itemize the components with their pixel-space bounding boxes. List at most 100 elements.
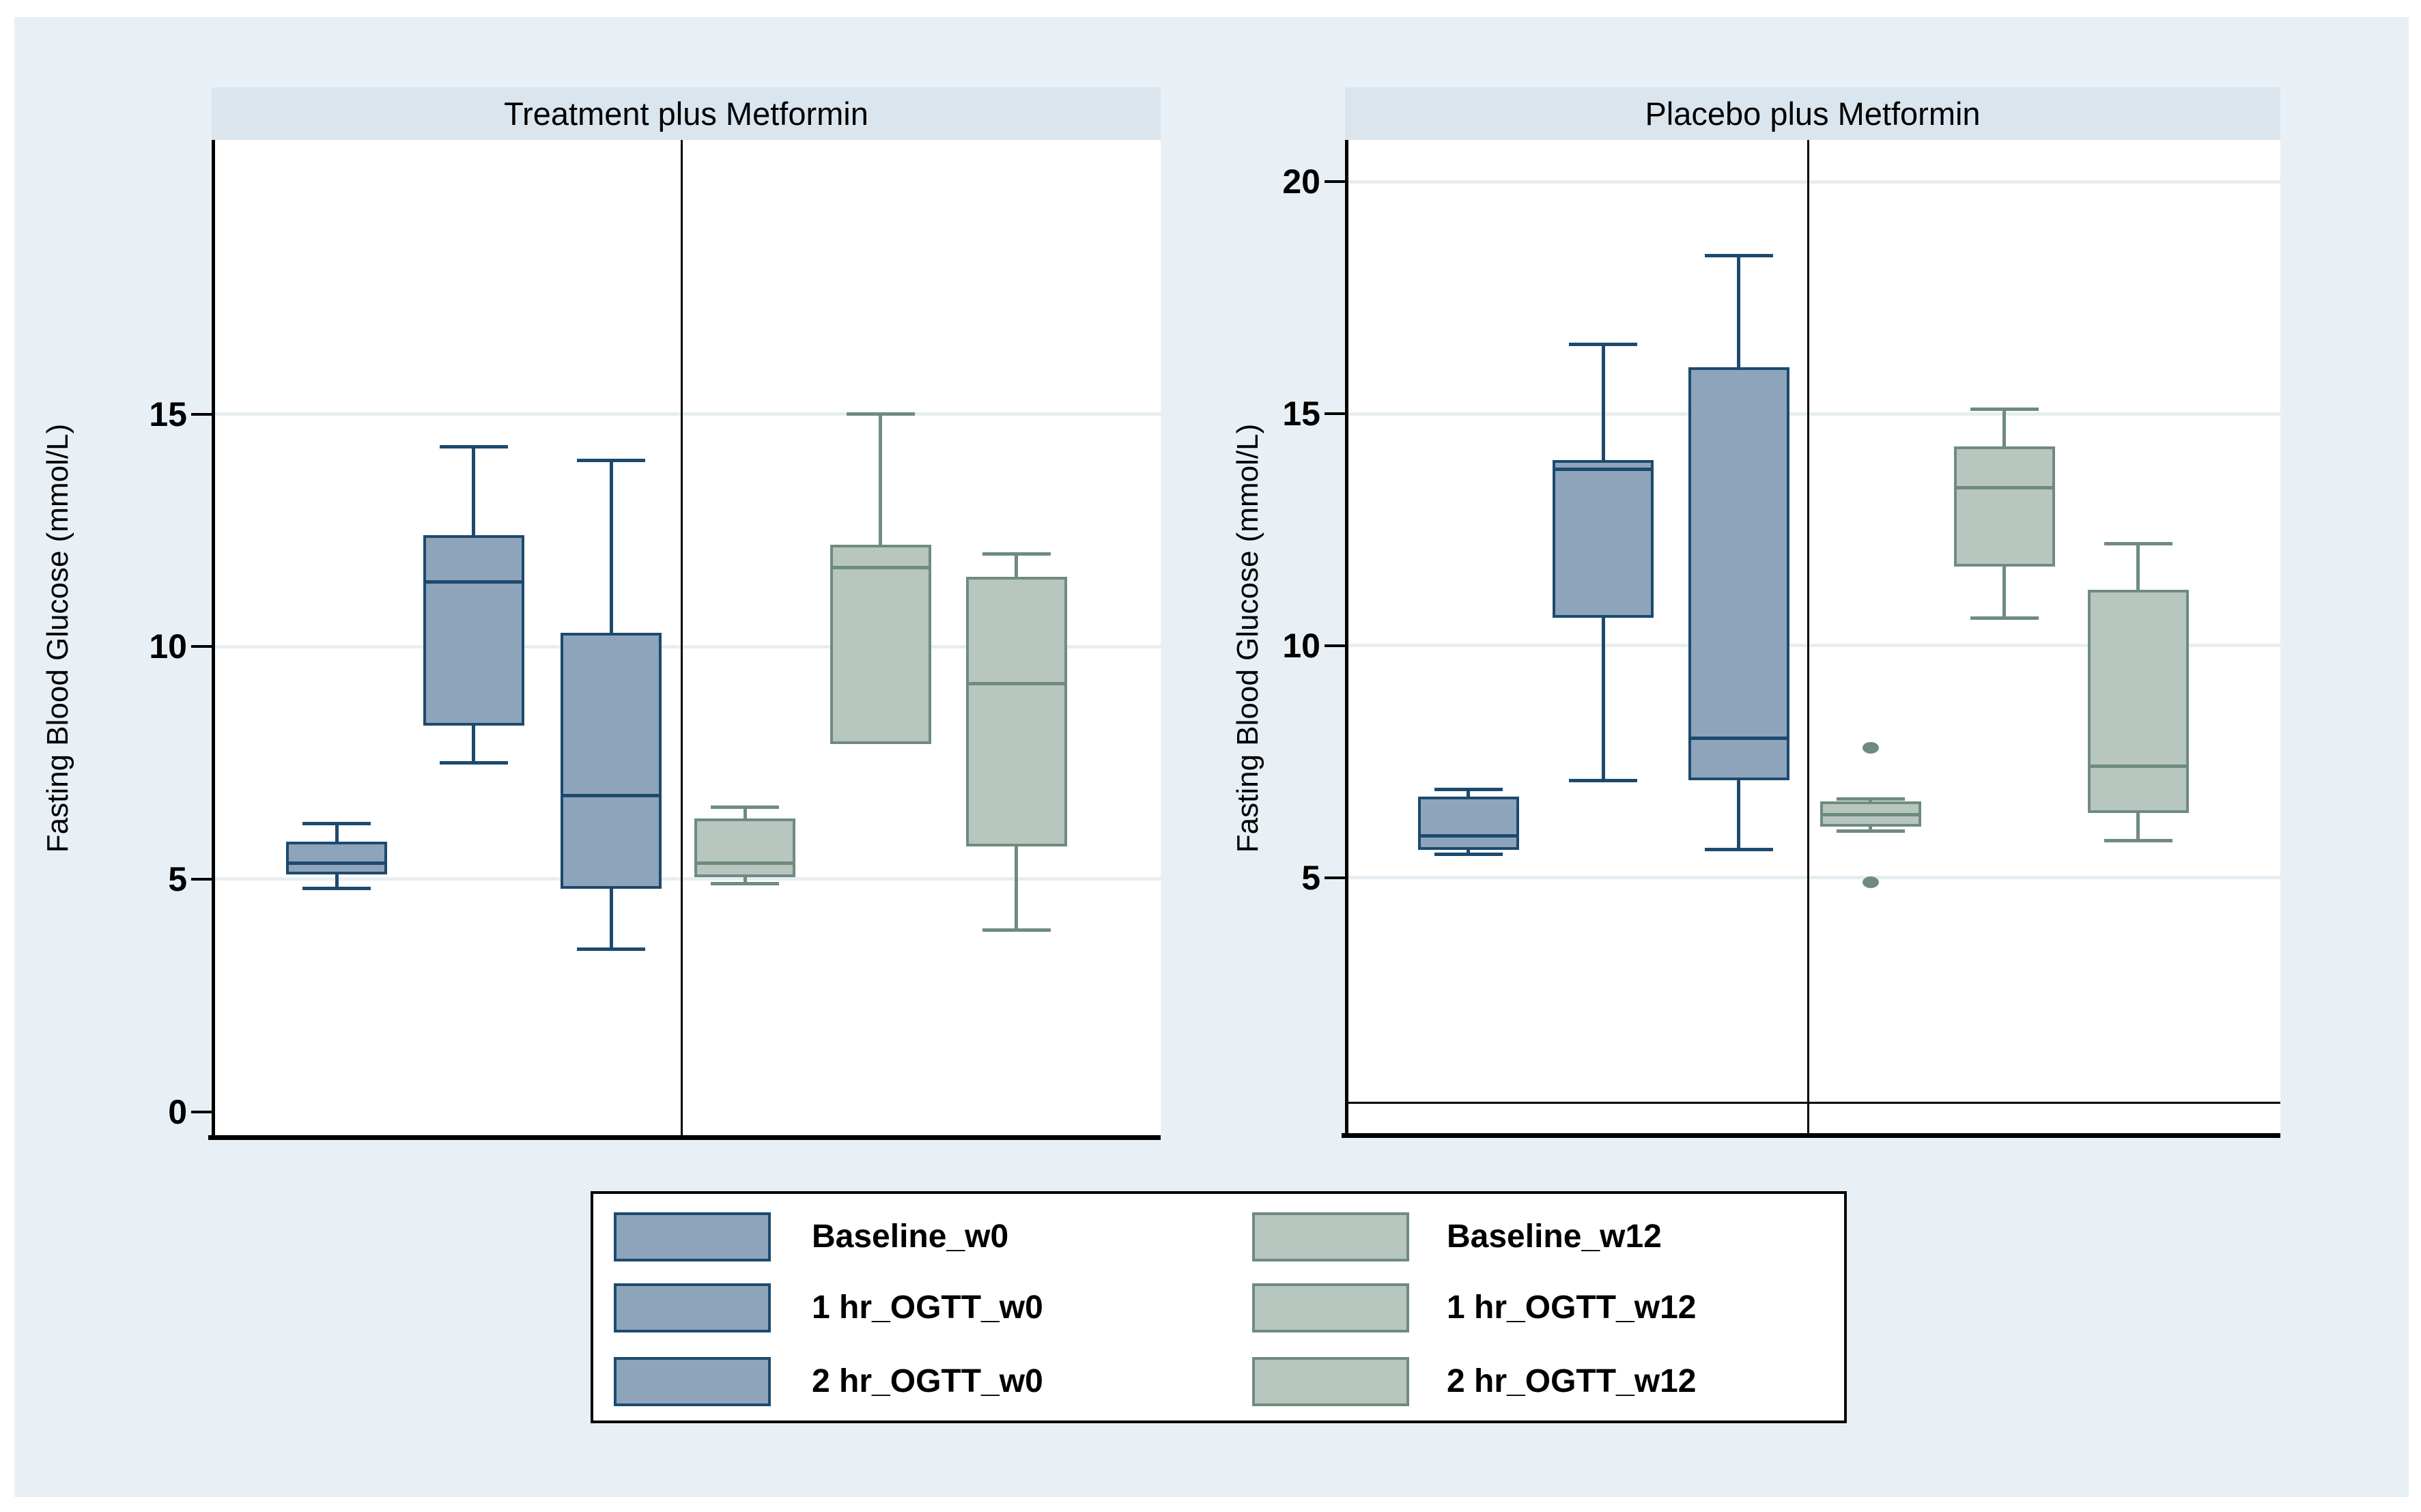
y-tick-label-15: 15 — [149, 395, 187, 433]
box-treatment-plus-metformin-1-hr-ogtt-w0 — [212, 140, 1161, 1137]
whisker-high-cap — [711, 805, 780, 809]
iqr-box — [1417, 796, 1519, 850]
panel-title-placebo: Placebo plus Metformin — [1645, 96, 1981, 132]
whisker-low-stem — [2002, 567, 2007, 618]
whisker-high-cap — [2104, 541, 2172, 545]
box-treatment-plus-metformin-1-hr-ogtt-w12 — [212, 140, 1161, 1137]
y-axis-line-placebo-plus-metformin — [1345, 140, 1348, 1135]
median-line — [1688, 737, 1789, 741]
legend-swatch-2-hr-ogtt-w0 — [614, 1357, 771, 1406]
panel-title-band-treatment: Treatment plus Metformin — [212, 87, 1161, 140]
legend-swatch-2-hr-ogtt-w12 — [1252, 1357, 1409, 1406]
gridline-10 — [212, 644, 1161, 648]
whisker-high-cap — [982, 552, 1051, 556]
box-treatment-plus-metformin-baseline-w0 — [212, 140, 1161, 1137]
whisker-high-stem — [1467, 789, 1471, 797]
zero-line — [1345, 1101, 2280, 1104]
whisker-low-stem — [472, 726, 476, 763]
median-line — [561, 793, 662, 797]
y-tick-label-0: 0 — [168, 1092, 187, 1131]
whisker-low-stem — [1869, 826, 1873, 831]
legend-label-2-hr-ogtt-w12: 2 hr_OGTT_w12 — [1447, 1363, 1697, 1399]
legend-swatch-baseline-w12 — [1252, 1212, 1409, 1261]
box-placebo-plus-metformin-2-hr-ogtt-w0 — [1345, 140, 2280, 1135]
y-tick-label-20: 20 — [1282, 162, 1320, 201]
whisker-low-cap — [1434, 853, 1503, 857]
whisker-high-cap — [1970, 407, 2039, 411]
y-tick-10 — [1325, 644, 1345, 647]
group-divider-treatment-plus-metformin — [681, 140, 683, 1137]
whisker-high-stem — [472, 446, 476, 535]
whisker-low-cap — [302, 887, 371, 891]
median-line — [1553, 468, 1654, 472]
box-placebo-plus-metformin-baseline-w12 — [1345, 140, 2280, 1135]
gridline-20 — [1345, 180, 2280, 184]
box-placebo-plus-metformin-1-hr-ogtt-w12 — [1345, 140, 2280, 1135]
whisker-low-cap — [982, 928, 1051, 932]
whisker-low-cap — [1704, 848, 1773, 852]
y-tick-label-10: 10 — [149, 627, 187, 666]
y-tick-label-5: 5 — [168, 859, 187, 898]
whisker-high-stem — [1869, 799, 1873, 801]
box-placebo-plus-metformin-2-hr-ogtt-w12 — [1345, 140, 2280, 1135]
outlier-dot — [1862, 741, 1879, 754]
gridline-5 — [212, 877, 1161, 881]
whisker-low-stem — [609, 888, 613, 950]
plot-area-treatment: 0 5 10 15 — [149, 140, 1161, 1137]
y-axis-line-treatment-plus-metformin — [212, 140, 215, 1137]
whisker-low-cap — [2104, 838, 2172, 842]
y-tick-label-5: 5 — [1301, 858, 1320, 897]
iqr-box — [1820, 801, 1921, 827]
whisker-low-stem — [1737, 780, 1741, 850]
whisker-low-stem — [1015, 846, 1019, 930]
legend-label-2-hr-ogtt-w0: 2 hr_OGTT_w0 — [812, 1363, 1043, 1399]
iqr-box — [965, 577, 1067, 847]
median-line — [1953, 486, 2055, 490]
whisker-high-cap — [577, 459, 646, 463]
box-treatment-plus-metformin-2-hr-ogtt-w12 — [212, 140, 1161, 1137]
iqr-box — [1688, 367, 1789, 780]
legend-swatch-1-hr-ogtt-w0 — [614, 1283, 771, 1332]
whisker-low-stem — [1467, 849, 1471, 855]
whisker-high-cap — [439, 445, 508, 449]
whisker-high-stem — [335, 823, 339, 842]
box-placebo-plus-metformin-1-hr-ogtt-w0 — [1345, 140, 2280, 1135]
whisker-low-cap — [1569, 778, 1638, 782]
median-line — [965, 682, 1067, 686]
legend-box: Baseline_w0 1 hr_OGTT_w0 2 hr_OGTT_w0 Basel… — [591, 1191, 1847, 1423]
whisker-low-cap — [1970, 616, 2039, 620]
whisker-low-stem — [2136, 812, 2140, 841]
gridline-15 — [212, 412, 1161, 416]
whisker-high-cap — [302, 821, 371, 825]
y-tick-label-10: 10 — [1282, 626, 1320, 665]
legend-swatch-baseline-w0 — [614, 1212, 771, 1261]
median-line — [423, 580, 524, 584]
whisker-high-stem — [743, 807, 747, 819]
y-tick-5 — [1325, 876, 1345, 879]
iqr-box — [694, 818, 796, 877]
whisker-high-cap — [1836, 797, 1905, 801]
y-tick-20 — [1325, 180, 1345, 184]
legend-label-baseline-w12: Baseline_w12 — [1447, 1218, 1662, 1255]
whisker-low-cap — [711, 882, 780, 886]
y-tick-10 — [191, 645, 212, 648]
median-line — [286, 861, 388, 865]
whisker-low-stem — [1601, 618, 1605, 780]
plot-area-placebo: 5 10 15 20 — [1282, 140, 2280, 1135]
y-axis-title-left: Fasting Blood Glucose (mmol/L) — [41, 423, 74, 853]
median-line — [1820, 813, 1921, 817]
x-axis-line-placebo — [1342, 1133, 2280, 1138]
y-tick-5 — [191, 877, 212, 881]
y-tick-0 — [191, 1110, 212, 1113]
legend-label-1-hr-ogtt-w0: 1 hr_OGTT_w0 — [812, 1289, 1043, 1326]
whisker-high-cap — [1704, 254, 1773, 258]
whisker-high-stem — [1601, 344, 1605, 460]
whisker-high-cap — [1434, 788, 1503, 792]
whisker-high-cap — [1569, 342, 1638, 346]
panel-title-treatment: Treatment plus Metformin — [504, 96, 868, 132]
legend-label-baseline-w0: Baseline_w0 — [812, 1218, 1009, 1255]
iqr-box — [1953, 446, 2055, 567]
median-line — [830, 566, 931, 570]
iqr-box — [561, 632, 662, 889]
